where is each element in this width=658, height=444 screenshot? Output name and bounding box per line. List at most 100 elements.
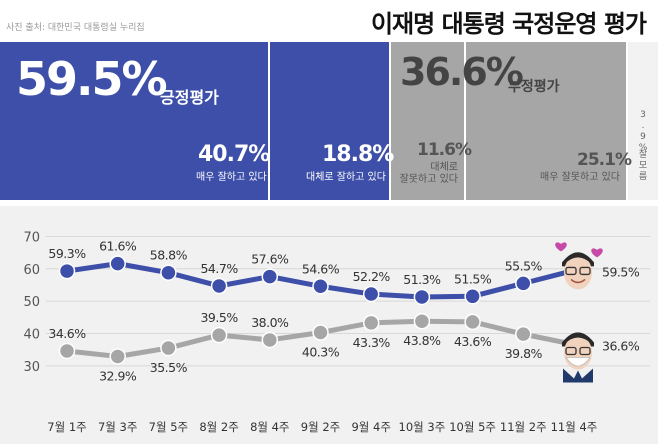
positive-data-label: 59.3%: [48, 246, 86, 261]
negative-data-label: 43.8%: [403, 333, 441, 348]
trend-line-chart: 70 60 50 40 30 59.3% 61.6% 58.8% 54.7% 57.6% 54.6…: [23, 230, 650, 434]
positive-point: [312, 278, 329, 295]
very-bad-value: 25.1%: [577, 150, 632, 170]
very-bad-label: 매우 잘못하고 있다: [540, 172, 620, 183]
positive-data-label: 54.6%: [302, 261, 340, 276]
negative-point: [312, 324, 329, 341]
glasses-right: [579, 346, 591, 356]
x-tick-label: 9월 2주: [301, 420, 340, 434]
mask: [565, 357, 591, 367]
positive-data-label: 55.5%: [505, 258, 543, 273]
positive-data-label: 51.5%: [454, 271, 492, 286]
fringe: [564, 332, 592, 345]
positive-point: [160, 264, 177, 281]
positive-fairly-good-segment: [270, 42, 389, 200]
heart-icon: [591, 248, 603, 258]
data-labels: 59.3% 61.6% 58.8% 54.7% 57.6% 54.6% 52.2% 51.3%…: [48, 239, 640, 384]
fairly-bad-label-line2: 잘못하고 있다: [399, 174, 458, 185]
x-tick-label: 7월 5주: [149, 420, 188, 434]
positive-total-label: 긍정평가: [160, 88, 219, 107]
negative-data-label: 39.5%: [200, 310, 238, 325]
positive-data-label: 58.8%: [150, 248, 188, 263]
glasses-left: [565, 346, 577, 356]
negative-point: [413, 312, 431, 330]
positive-very-good-segment: [0, 42, 268, 200]
negative-point: [210, 326, 228, 344]
series-lines: [64, 261, 577, 359]
positive-data-label: 61.6%: [99, 239, 137, 254]
positive-data-label: 54.7%: [200, 261, 238, 276]
negative-total-label: 부정평가: [508, 79, 560, 95]
very-good-label: 매우 잘하고 있다: [196, 172, 267, 183]
fringe: [564, 252, 592, 265]
negative-data-label: 38.0%: [251, 315, 289, 330]
smile: [570, 278, 586, 284]
fairly-bad-label-line1: 대체로: [430, 162, 458, 173]
suit: [563, 368, 593, 383]
positive-data-label: 52.2%: [353, 269, 391, 284]
negative-point: [58, 342, 76, 360]
negative-point: [109, 348, 126, 365]
x-tick-label: 10월 5주: [449, 420, 496, 434]
positive-point: [58, 262, 76, 280]
president-face-neutral-icon: [562, 332, 594, 383]
x-tick-label: 11월 2주: [500, 420, 547, 434]
chart-area: [0, 206, 658, 444]
x-tick-label: 8월 4주: [250, 420, 289, 434]
negative-data-label: 39.8%: [505, 346, 543, 361]
negative-point: [261, 331, 279, 349]
fairly-good-label: 대체로 잘하고 있다: [306, 172, 386, 183]
fairly-good-value: 18.8%: [322, 142, 394, 167]
x-tick-label: 9월 4주: [351, 420, 390, 434]
negative-total: 36.6%: [400, 50, 524, 94]
negative-very-bad-segment: [466, 42, 626, 200]
positive-point: [109, 255, 126, 272]
x-tick-label: 8월 2주: [199, 420, 238, 434]
negative-data-label: 32.9%: [99, 368, 137, 383]
positive-data-label: 59.5%: [602, 264, 640, 279]
photo-source: 사진 출처: 대한민국 대통령실 누리집: [6, 23, 145, 33]
y-tick-label: 50: [23, 295, 40, 310]
series-points: [58, 255, 583, 365]
dont-know-value-text: 3. 9%: [638, 110, 648, 153]
negative-data-label: 40.3%: [302, 345, 340, 360]
page-title: 이재명 대통령 국정운영 평가: [370, 10, 647, 38]
positive-point: [362, 285, 380, 303]
y-tick-label: 30: [23, 360, 40, 375]
negative-point: [464, 313, 481, 331]
y-tick-label: 70: [23, 230, 40, 245]
x-tick-label: 7월 3주: [98, 420, 137, 434]
positive-point: [210, 277, 228, 295]
y-tick-label: 60: [23, 263, 40, 278]
heart-icon: [555, 242, 567, 252]
negative-point: [160, 339, 177, 357]
y-axis-labels: 70 60 50 40 30: [23, 230, 40, 374]
fairly-bad-value: 11.6%: [417, 140, 472, 160]
negative-point: [362, 314, 380, 332]
positive-point: [413, 288, 431, 306]
x-tick-label: 7월 1주: [47, 420, 86, 434]
positive-data-label: 57.6%: [251, 252, 289, 267]
face: [564, 255, 592, 290]
negative-data-label: 35.5%: [150, 360, 188, 375]
president-icons: [555, 242, 603, 383]
dont-know-value: 3. 9%: [636, 110, 650, 154]
president-face-smiling-icon: [562, 252, 594, 290]
positive-point: [464, 288, 481, 305]
negative-point: [515, 325, 532, 343]
positive-point: [515, 275, 532, 292]
negative-fairly-bad-segment: [391, 42, 464, 200]
negative-data-label: 43.3%: [353, 335, 391, 350]
dont-know-segment: [628, 42, 658, 200]
positive-point: [261, 268, 279, 285]
glasses-left: [565, 266, 577, 276]
positive-total: 59.5%: [16, 52, 168, 106]
positive-data-label: 51.3%: [403, 272, 441, 287]
negative-data-label: 34.6%: [48, 326, 86, 341]
negative-data-label: 36.6%: [602, 338, 640, 353]
negative-data-label: 43.6%: [454, 334, 492, 349]
y-tick-label: 40: [23, 327, 40, 342]
grid: [46, 235, 650, 367]
x-tick-label: 10월 3주: [399, 420, 446, 434]
